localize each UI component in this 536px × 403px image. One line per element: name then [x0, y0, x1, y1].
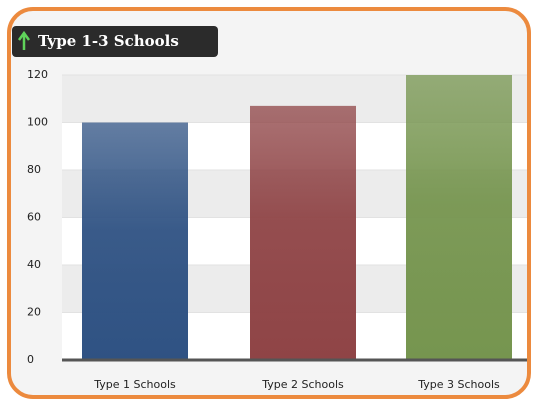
title-badge: [12, 26, 218, 57]
y-tick-label: 40: [27, 258, 41, 271]
y-tick-label: 20: [27, 306, 41, 319]
y-tick-label: 120: [27, 68, 48, 81]
y-tick-label: 0: [27, 353, 34, 366]
frame-border: [7, 7, 531, 399]
plot: 0 20 40 60 80 100 120 Type 1 Schools Type 2 Scho…: [27, 68, 529, 391]
bar: [250, 105, 356, 360]
x-tick-label: Type 1 Schools: [93, 378, 176, 391]
y-tick-label: 60: [27, 211, 41, 224]
bar: [82, 122, 188, 360]
arrow-icon: [17, 30, 31, 50]
x-tick-label: Type 2 Schools: [261, 378, 344, 391]
bar: [406, 75, 512, 360]
x-tick-label: Type 3 Schools: [417, 378, 500, 391]
y-tick-label: 80: [27, 163, 41, 176]
y-tick-label: 100: [27, 116, 48, 129]
chart-title: Type 1-3 Schools: [38, 32, 179, 50]
